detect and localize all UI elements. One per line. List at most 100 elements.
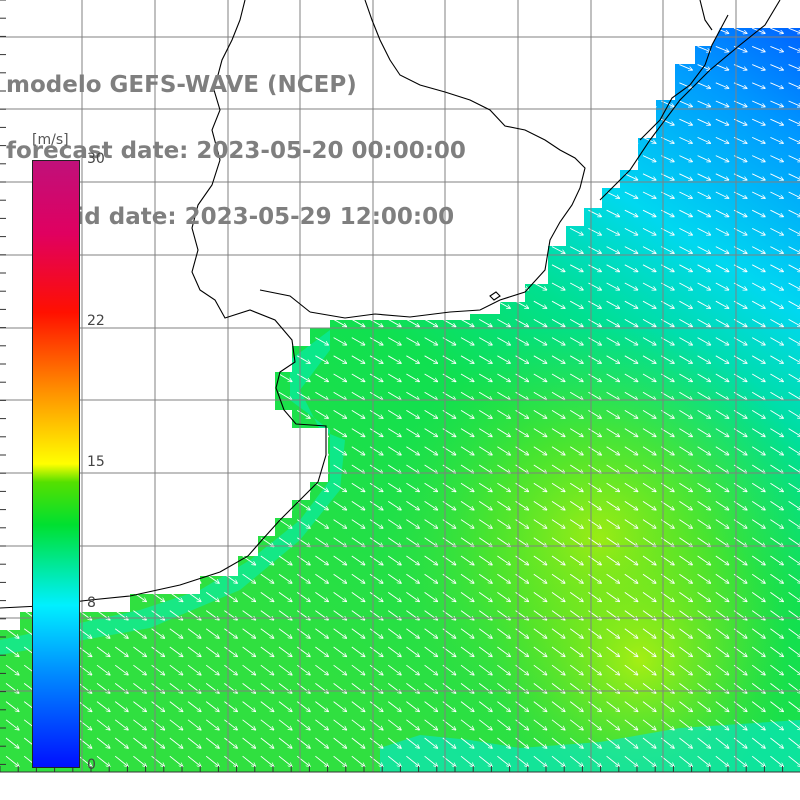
wind-arrow [551,482,565,491]
wind-arrow [296,446,310,455]
wind-arrow [715,82,729,89]
wind-arrow [751,227,765,235]
wind-arrow [751,209,765,217]
wind-arrow [697,64,711,70]
wind-arrow [788,555,800,565]
wind-arrow [642,501,656,510]
wind-arrow [333,410,347,418]
wind-arrow [606,646,620,657]
wind-arrow [369,482,383,491]
wind-arrow [588,100,601,107]
wind-arrow [679,664,692,675]
wind-arrow [569,391,583,400]
wind-arrow [551,537,565,547]
wind-arrow [260,446,274,455]
colorbar-unit: [m/s] [32,132,69,148]
wind-arrow [770,173,783,180]
wind-arrow [715,519,729,529]
wind-arrow [569,482,583,491]
wind-arrow [96,282,110,290]
wind-arrow [770,282,783,290]
wind-arrow [697,300,711,308]
wind-arrow [205,592,219,601]
wind-arrow [679,64,692,70]
wind-arrow [78,300,92,308]
wind-arrow [187,464,201,473]
wind-arrow [533,537,547,547]
wind-arrow [333,319,347,326]
wind-arrow [387,464,401,473]
wind-arrow [114,355,128,364]
wind-arrow [752,28,765,33]
wind-arrow [533,64,547,70]
wind-arrow [642,319,656,326]
wind-arrow [788,28,800,33]
wind-arrow [278,555,292,565]
wind-arrow [351,410,365,418]
wind-arrow [169,519,183,529]
wind-arrow [78,573,92,583]
wind-arrow [369,537,383,547]
wind-arrow [351,355,365,364]
wind-arrow [151,482,165,491]
wind-arrow [205,464,219,473]
wind-arrow [606,519,620,529]
wind-arrow [697,628,711,638]
wind-arrow [460,482,474,491]
wind-arrow [205,428,219,437]
wind-arrow [497,664,510,675]
wind-arrow [96,391,110,400]
wind-arrow [352,10,365,15]
wind-arrow [260,664,274,675]
wind-arrow [679,319,692,326]
wind-arrow [533,410,547,418]
wind-arrow [770,300,783,308]
wind-arrow [242,464,256,473]
forecast-date: forecast date: 2023-05-20 00:00:00 [6,138,466,164]
wind-arrow [5,628,19,638]
wind-arrow [352,774,365,785]
wind-arrow [770,628,783,638]
wind-arrow [78,537,92,547]
wind-arrow [642,537,656,547]
wind-arrow [642,519,656,529]
wind-arrow [278,519,292,529]
wind-arrow [114,410,128,418]
wind-arrow [224,355,237,364]
wind-arrow [461,10,474,15]
wind-arrow [606,264,620,272]
wind-arrow [133,410,146,418]
wind-arrow [770,264,783,272]
wind-arrow [569,282,583,290]
wind-arrow [497,774,510,785]
wind-arrow [169,537,183,547]
wind-arrow [752,82,765,89]
wind-arrow [497,264,510,272]
wind-arrow [715,355,729,364]
wind-arrow [205,282,219,290]
wind-arrow [296,664,310,675]
wind-arrow [424,428,438,437]
wind-arrow [296,537,310,547]
wind-arrow [624,246,638,254]
wind-arrow [642,282,656,290]
wind-arrow [770,646,783,657]
wind-arrow [296,482,310,491]
wind-arrow [569,300,583,308]
wind-arrow [788,391,800,400]
wind-arrow [715,300,729,308]
wind-arrow [460,264,474,272]
wind-arrow [533,319,547,326]
wind-arrow [533,100,547,107]
wind-arrow [552,774,565,785]
wind-arrow [114,428,128,437]
wind-arrow [588,774,601,785]
wind-arrow [205,446,219,455]
wind-arrow [242,628,256,638]
wind-arrow [788,82,800,89]
wind-arrow [533,300,547,308]
wind-arrow [133,282,146,290]
colorbar-tick-30: 30 [87,151,105,167]
wind-arrow [625,10,638,15]
wind-arrow [206,10,219,15]
